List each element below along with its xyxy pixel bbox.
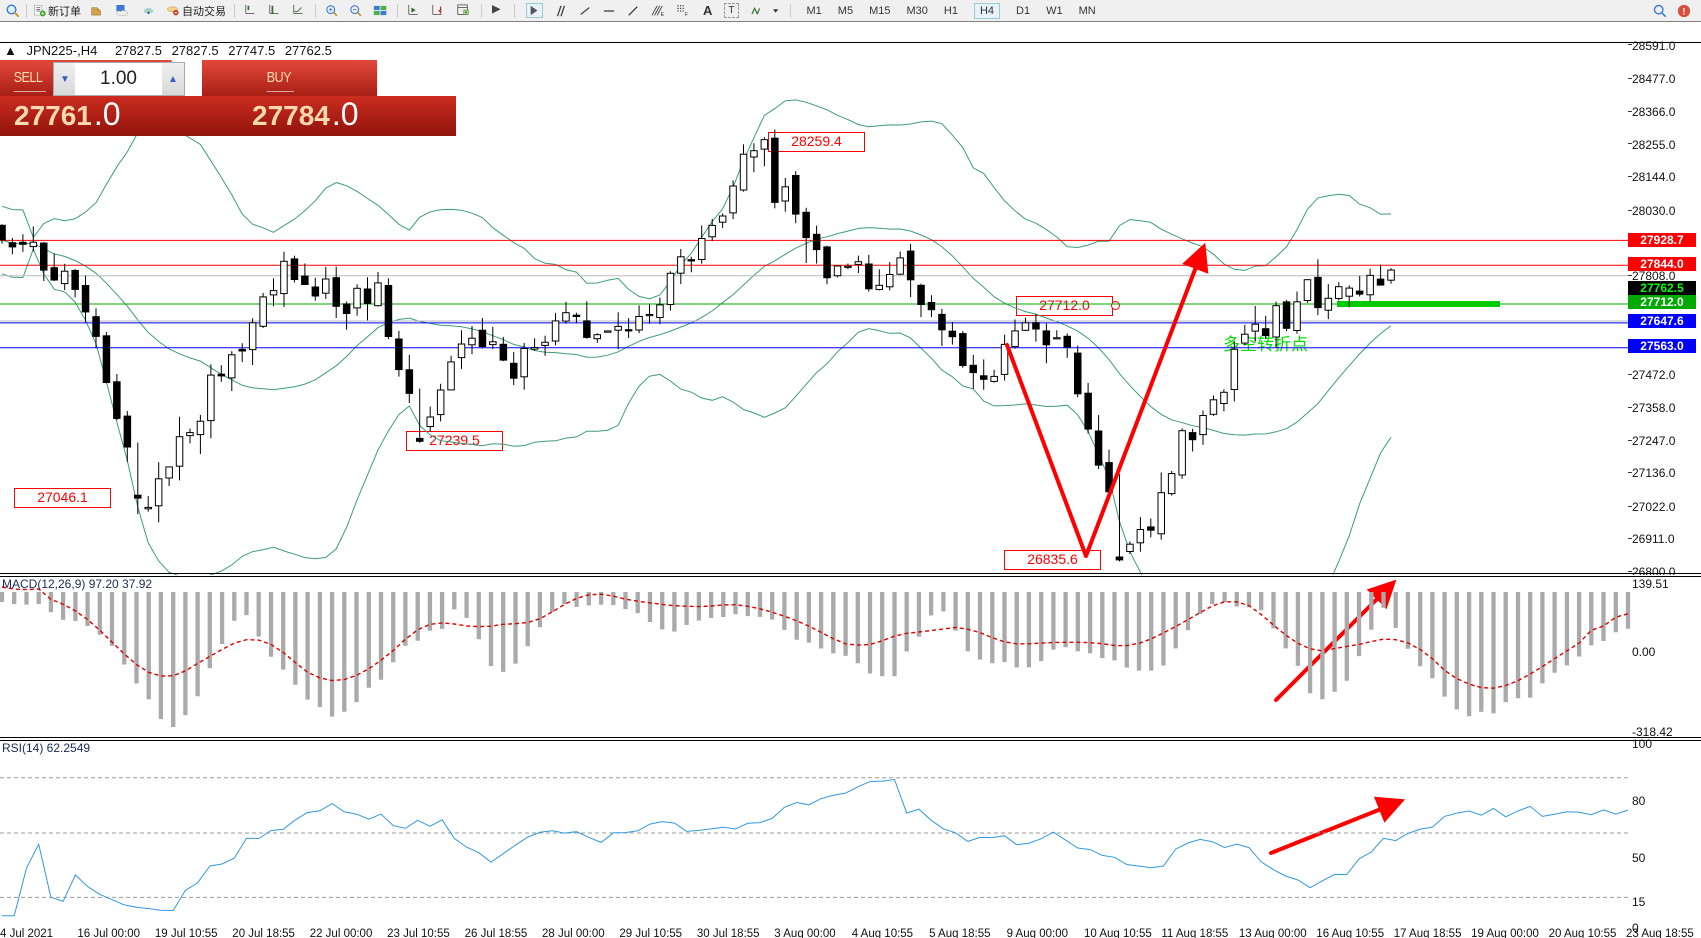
svg-text:E: E: [661, 12, 665, 17]
svg-text:!: !: [1683, 6, 1686, 16]
svg-text:F: F: [685, 12, 688, 17]
